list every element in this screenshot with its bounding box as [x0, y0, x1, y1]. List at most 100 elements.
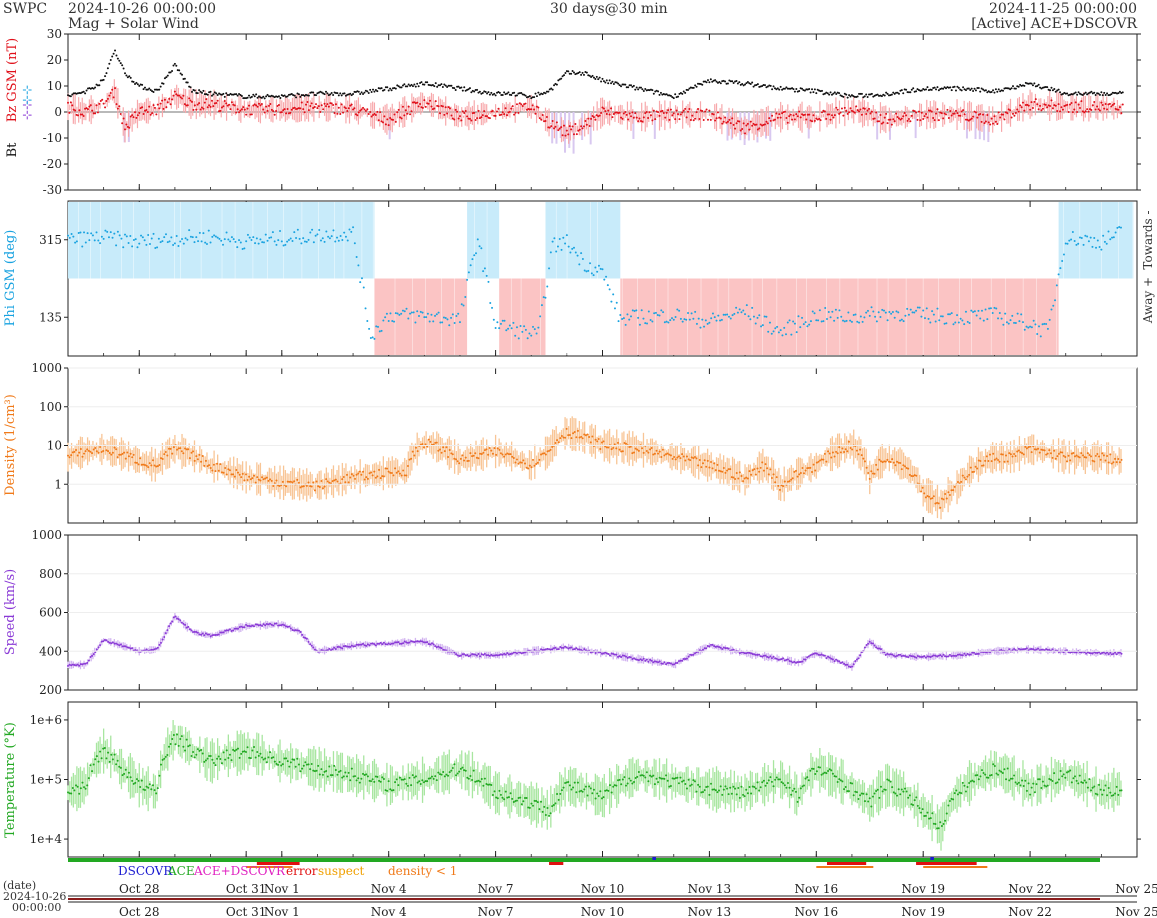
- bz-point: [478, 117, 481, 120]
- bz-point: [1118, 106, 1121, 109]
- density-point: [695, 457, 698, 460]
- density-point: [253, 474, 256, 477]
- phi-point: [599, 267, 602, 270]
- bz-point: [394, 120, 397, 123]
- phi-point: [872, 310, 875, 313]
- phi-point: [188, 229, 191, 232]
- bt-point: [443, 83, 446, 86]
- bz-point: [1011, 112, 1014, 115]
- density-point: [668, 453, 671, 456]
- bz-point: [537, 106, 540, 109]
- phi-point: [1054, 299, 1057, 302]
- bt-point: [196, 92, 199, 95]
- density-point: [660, 455, 663, 458]
- phi-point: [610, 300, 613, 303]
- phi-point: [291, 239, 294, 242]
- bt-point: [996, 90, 999, 93]
- bz-point: [193, 104, 196, 107]
- density-point: [376, 475, 379, 478]
- bz-point: [1110, 105, 1113, 108]
- bt-point: [632, 84, 635, 87]
- density-point: [956, 481, 959, 484]
- phi-point: [140, 234, 143, 237]
- bz-point: [202, 107, 205, 110]
- bz-point: [637, 120, 640, 123]
- density-point: [867, 471, 870, 474]
- bz-point: [1060, 106, 1063, 109]
- bt-point: [1100, 91, 1103, 94]
- density-point: [474, 452, 477, 455]
- bt-point: [651, 89, 654, 92]
- density-point: [1102, 454, 1105, 457]
- phi-point: [70, 232, 73, 235]
- bz-point: [138, 111, 141, 114]
- bz-south-bar: [888, 112, 891, 140]
- density-point: [511, 455, 514, 458]
- bt-point: [637, 88, 640, 91]
- density-point: [839, 451, 842, 454]
- bt-point: [256, 96, 259, 99]
- bz-point: [503, 113, 506, 116]
- phi-point: [804, 321, 807, 324]
- density-point: [1045, 453, 1048, 456]
- density-point: [180, 450, 183, 453]
- density-point: [259, 479, 262, 482]
- phi-point: [621, 318, 624, 321]
- bz-point: [708, 109, 711, 112]
- density-point: [107, 450, 110, 453]
- phi-point: [651, 320, 654, 323]
- phi-point: [1073, 239, 1076, 242]
- bz-point: [178, 94, 181, 97]
- bz-point: [930, 110, 933, 113]
- phi-point: [100, 235, 103, 238]
- bz-point: [245, 113, 248, 116]
- density-point: [894, 464, 897, 467]
- density-point: [326, 480, 329, 483]
- bt-point: [1108, 94, 1111, 97]
- bt-point: [826, 92, 829, 95]
- bz-point: [99, 100, 102, 103]
- phi-point: [852, 314, 855, 317]
- bt-point: [907, 91, 910, 94]
- bt-point: [801, 87, 804, 90]
- bz-point: [406, 112, 409, 115]
- speed-point: [105, 639, 108, 642]
- density-point: [410, 457, 413, 460]
- phi-point: [248, 236, 251, 239]
- density-point: [1082, 454, 1085, 457]
- density-point: [288, 480, 291, 483]
- phi-point: [975, 314, 978, 317]
- bz-point: [72, 108, 75, 111]
- phi-point: [663, 321, 666, 324]
- phi-point: [232, 238, 235, 241]
- phi-point: [1034, 323, 1037, 326]
- bz-point: [783, 110, 786, 113]
- phi-point: [300, 242, 303, 245]
- phi-point: [991, 312, 994, 315]
- phi-point: [419, 310, 422, 313]
- bz-point: [118, 105, 121, 108]
- bz-point: [410, 110, 413, 113]
- bt-point: [109, 58, 112, 61]
- bz-point: [607, 109, 610, 112]
- phi-point: [792, 320, 795, 323]
- phi-point: [533, 328, 536, 331]
- phi-point: [735, 306, 738, 309]
- density-point: [629, 445, 632, 448]
- density-point: [1033, 448, 1036, 451]
- bt-point: [407, 83, 410, 86]
- bz-point: [889, 118, 892, 121]
- bt-point: [417, 85, 420, 88]
- bt-point: [638, 86, 641, 89]
- density-y-tick-label: 10: [47, 439, 62, 453]
- bz-point: [145, 109, 148, 112]
- bz-point: [173, 90, 176, 93]
- phi-point: [649, 318, 652, 321]
- density-point: [318, 486, 321, 489]
- speed-point: [185, 626, 188, 629]
- density-point: [950, 489, 953, 492]
- bt-point: [724, 80, 727, 83]
- bz-point: [269, 102, 272, 105]
- density-point: [142, 463, 145, 466]
- bz-point: [811, 120, 814, 123]
